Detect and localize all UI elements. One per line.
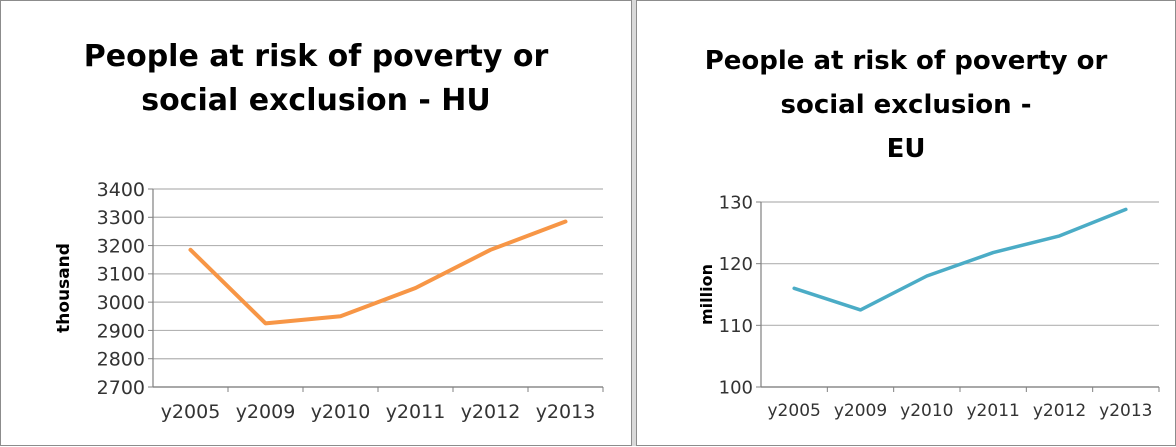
x-tick-label-0-3: y2011 bbox=[386, 401, 446, 423]
x-tick-label-1-5: y2013 bbox=[1099, 401, 1152, 421]
x-tick-label-0-0: y2005 bbox=[161, 401, 221, 423]
y-tick-label-0-1: 2800 bbox=[97, 349, 145, 371]
y-tick-label-0-7: 3400 bbox=[97, 179, 145, 201]
y-tick-label-1-2: 120 bbox=[719, 254, 753, 275]
y-tick-label-0-4: 3100 bbox=[97, 264, 145, 286]
chart-panel-hu: People at risk of poverty or social excl… bbox=[0, 0, 632, 446]
x-tick-label-0-1: y2009 bbox=[236, 401, 296, 423]
series-line-0-0 bbox=[191, 222, 566, 324]
x-tick-label-1-3: y2011 bbox=[967, 401, 1020, 421]
y-tick-label-1-1: 110 bbox=[719, 316, 753, 337]
x-tick-label-0-2: y2010 bbox=[311, 401, 371, 423]
y-tick-label-0-6: 3300 bbox=[97, 207, 145, 229]
line-chart-eu: 100 110 120 130 y2005 y2009 y2010 y2011 y2012 y20… bbox=[637, 1, 1176, 447]
x-tick-label-1-2: y2010 bbox=[900, 401, 953, 421]
y-tick-label-0-0: 2700 bbox=[97, 377, 145, 399]
y-tick-label-0-5: 3200 bbox=[97, 235, 145, 257]
y-tick-label-1-3: 130 bbox=[719, 192, 753, 213]
y-tick-label-1-0: 100 bbox=[719, 377, 753, 398]
series-line-1-0 bbox=[794, 209, 1126, 310]
y-axis-label-1: million bbox=[697, 264, 716, 325]
line-chart-hu: 2700 2800 2900 3000 3100 3200 3300 3400 y2005 y20… bbox=[1, 1, 633, 447]
x-tick-label-0-5: y2013 bbox=[536, 401, 596, 423]
x-tick-label-1-1: y2009 bbox=[834, 401, 887, 421]
x-tick-label-1-4: y2012 bbox=[1033, 401, 1086, 421]
x-tick-label-0-4: y2012 bbox=[461, 401, 521, 423]
y-tick-label-0-2: 2900 bbox=[97, 320, 145, 342]
x-tick-label-1-0: y2005 bbox=[768, 401, 821, 421]
y-tick-label-0-3: 3000 bbox=[97, 292, 145, 314]
chart-panel-eu: People at risk of poverty or social excl… bbox=[636, 0, 1176, 446]
y-axis-label-0: thousand bbox=[54, 243, 74, 333]
